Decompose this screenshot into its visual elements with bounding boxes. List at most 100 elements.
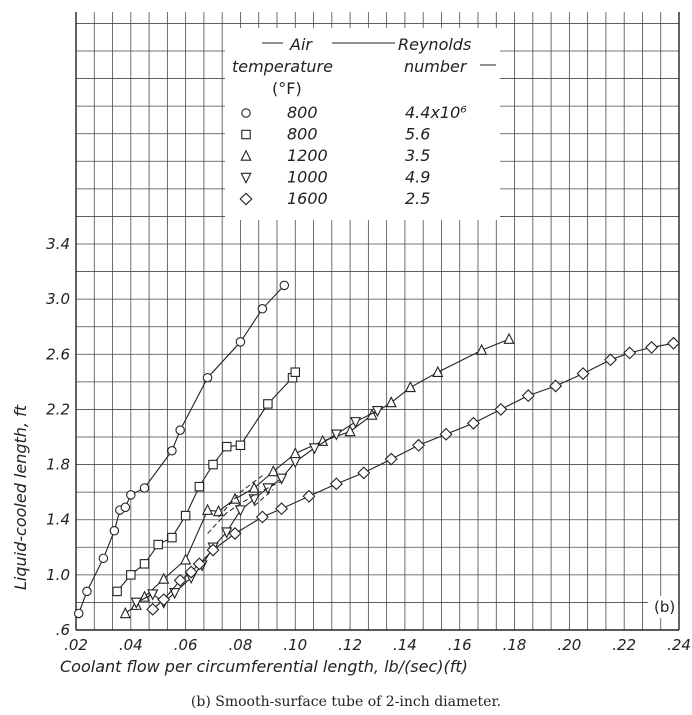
x-tick-label: .06: [174, 636, 198, 654]
legend-header-reynolds-2: number: [404, 57, 468, 76]
legend-temperature: 1000: [287, 168, 328, 187]
data-point-triangle-up: [344, 425, 356, 437]
panel-label: (b): [654, 598, 675, 616]
data-point-triangle-up: [138, 590, 151, 602]
data-point-circle: [139, 483, 150, 493]
data-point-diamond: [412, 438, 426, 452]
legend-temperature: 800: [287, 125, 318, 144]
x-tick-label: .02: [64, 636, 88, 654]
y-tick-label: 2.2: [46, 400, 70, 418]
x-axis-label: Coolant flow per circumferential length,…: [60, 657, 468, 676]
data-point-triangle-up: [158, 572, 170, 584]
data-point-circle: [202, 372, 213, 383]
legend-marker-circle: [241, 108, 251, 118]
data-point-diamond: [302, 489, 316, 503]
x-tick-label: .16: [448, 636, 472, 654]
data-point-diamond: [206, 543, 220, 557]
data-point-diamond: [623, 346, 637, 360]
data-point-triangle-down: [330, 429, 342, 441]
data-point-diamond: [184, 565, 198, 579]
data-point-square: [167, 532, 177, 543]
data-point-circle: [109, 525, 120, 536]
series: [73, 280, 680, 619]
legend-temperature: 1600: [287, 189, 328, 208]
data-point-circle: [126, 490, 136, 500]
x-tick-label: .14: [393, 636, 417, 654]
legend-reynolds: 5.6: [405, 125, 430, 144]
chart-caption: (b) Smooth-surface tube of 2-inch diamet…: [191, 694, 501, 710]
data-point-circle: [120, 502, 131, 513]
legend-header-temp-1: Air: [289, 35, 313, 54]
legend-header-reynolds-1: Reynolds: [398, 35, 471, 54]
data-point-circle: [279, 280, 290, 291]
legend-header-temp-3: (°F): [272, 79, 302, 98]
data-point-square: [290, 367, 301, 377]
x-tick-label: .18: [503, 636, 527, 654]
dashed-curve: [253, 489, 274, 507]
x-tick-label: .22: [612, 636, 636, 654]
data-point-triangle-down: [275, 473, 288, 485]
data-point-triangle-up: [385, 396, 397, 408]
data-point-diamond: [357, 466, 371, 480]
data-point-diamond: [157, 593, 171, 607]
legend-temperature: 800: [287, 103, 318, 122]
legend-marker-triangle-up: [240, 149, 252, 161]
legend-background: [225, 28, 500, 220]
data-point-triangle-up: [180, 553, 192, 565]
data-point-diamond: [645, 340, 659, 354]
data-point-triangle-down: [147, 589, 159, 601]
y-tick-label: 3.4: [46, 235, 70, 253]
x-tick-label: .20: [557, 636, 581, 654]
y-tick-label: 2.6: [46, 345, 70, 363]
y-axis-label: Liquid-cooled length, ft: [11, 404, 30, 590]
x-tick-label: .04: [119, 636, 143, 654]
data-point-circle: [175, 425, 185, 435]
data-point-circle: [257, 304, 268, 314]
series-line-triangle-down: [136, 410, 378, 604]
data-point-circle: [235, 337, 246, 347]
data-point-triangle-up: [267, 465, 279, 477]
data-point-square: [139, 559, 150, 569]
data-point-diamond: [576, 367, 590, 381]
legend-reynolds: 4.9: [405, 168, 430, 187]
y-tick-label: .6: [56, 621, 70, 639]
y-tick-label: 1.8: [46, 456, 70, 474]
data-point-triangle-down: [234, 505, 247, 517]
data-point-triangle-down: [221, 527, 233, 539]
x-tick-label: .10: [283, 636, 307, 654]
data-point-square: [112, 586, 122, 597]
axes: .02 .04 .06 .08 .10 .12 .14 .16 .18 .20 .22 .24 .6 1.…: [46, 12, 691, 654]
legend-header-temp-2: temperature: [232, 57, 333, 76]
data-point-diamond: [466, 416, 480, 430]
data-point-circle: [167, 446, 177, 456]
data-point-triangle-down: [289, 457, 301, 469]
data-point-triangle-down: [169, 588, 181, 600]
data-point-triangle-up: [212, 505, 225, 517]
data-point-square: [208, 459, 218, 470]
panel-label-bg: [648, 596, 678, 618]
data-point-diamond: [228, 527, 242, 540]
data-point-diamond: [255, 510, 269, 524]
data-point-diamond: [439, 427, 453, 441]
legend: Air temperature (°F) Reynolds number 800…: [225, 28, 500, 220]
data-point-diamond: [603, 353, 617, 367]
legend-marker-diamond: [239, 192, 253, 206]
data-point-diamond: [521, 389, 535, 403]
data-point-triangle-up: [248, 481, 260, 493]
data-point-square: [263, 399, 273, 409]
data-point-diamond: [173, 573, 187, 587]
data-point-triangle-up: [317, 434, 329, 446]
y-tick-label: 3.0: [46, 290, 70, 308]
data-point-circle: [73, 608, 84, 619]
data-point-diamond: [146, 602, 160, 616]
data-point-triangle-up: [201, 503, 214, 515]
data-point-triangle-down: [130, 597, 142, 609]
data-point-triangle-up: [432, 365, 444, 377]
data-point-diamond: [494, 402, 508, 416]
series-line-triangle-up: [124, 338, 510, 614]
data-point-triangle-up: [476, 343, 488, 355]
series-line-diamond: [152, 342, 674, 610]
data-point-diamond: [275, 502, 289, 516]
data-point-diamond: [329, 477, 343, 491]
